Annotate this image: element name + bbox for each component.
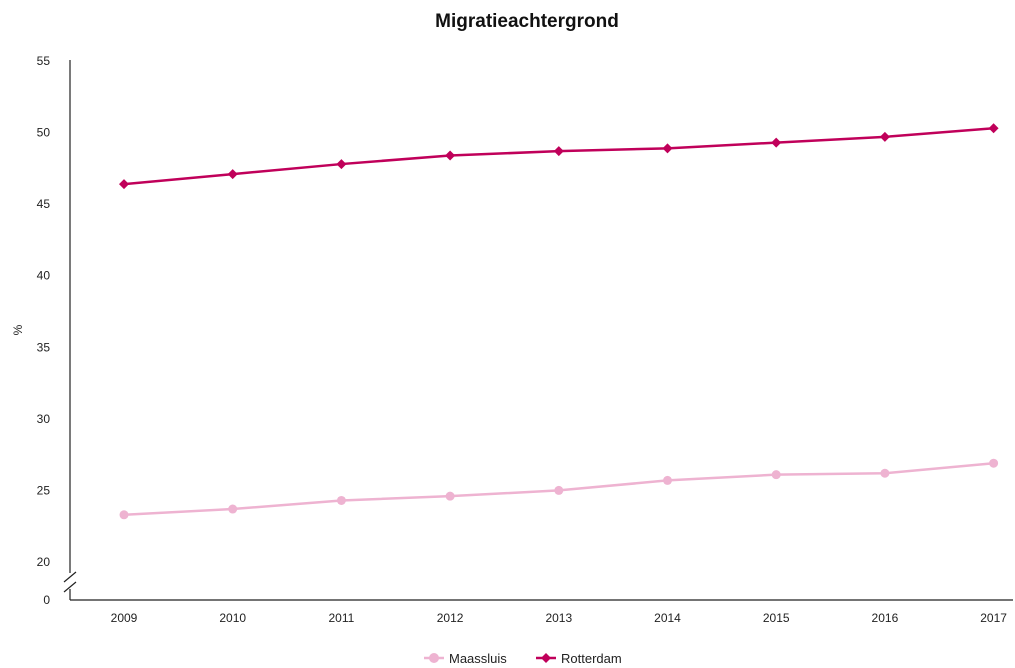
data-point-maassluis (880, 468, 890, 478)
x-tick-label: 2014 (654, 611, 681, 625)
x-tick-label: 2015 (763, 611, 790, 625)
y-tick-label: 45 (37, 197, 51, 211)
axis-break-mark-upper (63, 571, 77, 583)
legend-label: Rotterdam (561, 651, 622, 666)
chart-title: Migratieachtergrond (435, 11, 619, 32)
data-point-rotterdam (879, 131, 890, 142)
series-rotterdam (119, 123, 999, 190)
data-point-rotterdam (988, 123, 999, 134)
data-point-maassluis (228, 504, 238, 514)
legend-item-rotterdam: Rotterdam (536, 651, 622, 666)
data-point-rotterdam (227, 169, 238, 180)
series-line-rotterdam (123, 127, 994, 186)
y-tick-label: 40 (37, 269, 51, 283)
x-tick-label: 2011 (328, 611, 354, 625)
series-layer (119, 123, 999, 520)
data-point-maassluis (445, 491, 455, 501)
data-point-maassluis (663, 475, 672, 485)
y-tick-labels: 0 20 25 30 35 40 45 50 55 (37, 54, 51, 607)
x-tick-label: 2017 (980, 611, 1007, 625)
data-point-maassluis (336, 495, 346, 505)
x-tick-label: 2013 (545, 611, 572, 625)
data-point-rotterdam (771, 137, 782, 148)
y-axis-label: % (11, 324, 25, 335)
x-tick-label: 2012 (437, 611, 464, 625)
data-point-maassluis (989, 458, 999, 468)
y-tick-label: 50 (37, 126, 51, 140)
legend-marker-diamond (541, 653, 551, 663)
axes (63, 60, 1013, 601)
axis-break-mark-lower (63, 581, 77, 593)
y-tick-label: 0 (43, 593, 50, 607)
data-point-maassluis (119, 510, 129, 520)
data-point-rotterdam (119, 179, 129, 190)
legend-label: Maassluis (449, 651, 507, 666)
data-point-rotterdam (553, 146, 564, 157)
x-tick-label: 2009 (111, 611, 138, 625)
data-point-rotterdam (662, 143, 673, 154)
x-tick-labels: 2009 2010 2011 2012 2013 2014 2015 2016 2017 (111, 611, 1008, 625)
x-tick-label: 2010 (219, 611, 246, 625)
series-maassluis (119, 458, 999, 520)
y-tick-label: 20 (37, 555, 51, 569)
legend-item-maassluis: Maassluis (424, 651, 507, 666)
y-tick-label: 35 (37, 340, 51, 354)
legend-marker-circle (429, 653, 439, 663)
x-tick-label: 2016 (872, 611, 899, 625)
y-tick-label: 30 (37, 412, 51, 426)
legend: Maassluis Rotterdam (424, 651, 622, 666)
data-point-maassluis (554, 485, 564, 495)
y-tick-label: 55 (37, 54, 51, 68)
data-point-rotterdam (336, 159, 347, 170)
y-tick-label: 25 (37, 483, 51, 497)
data-point-rotterdam (445, 150, 456, 161)
data-point-maassluis (771, 470, 781, 480)
